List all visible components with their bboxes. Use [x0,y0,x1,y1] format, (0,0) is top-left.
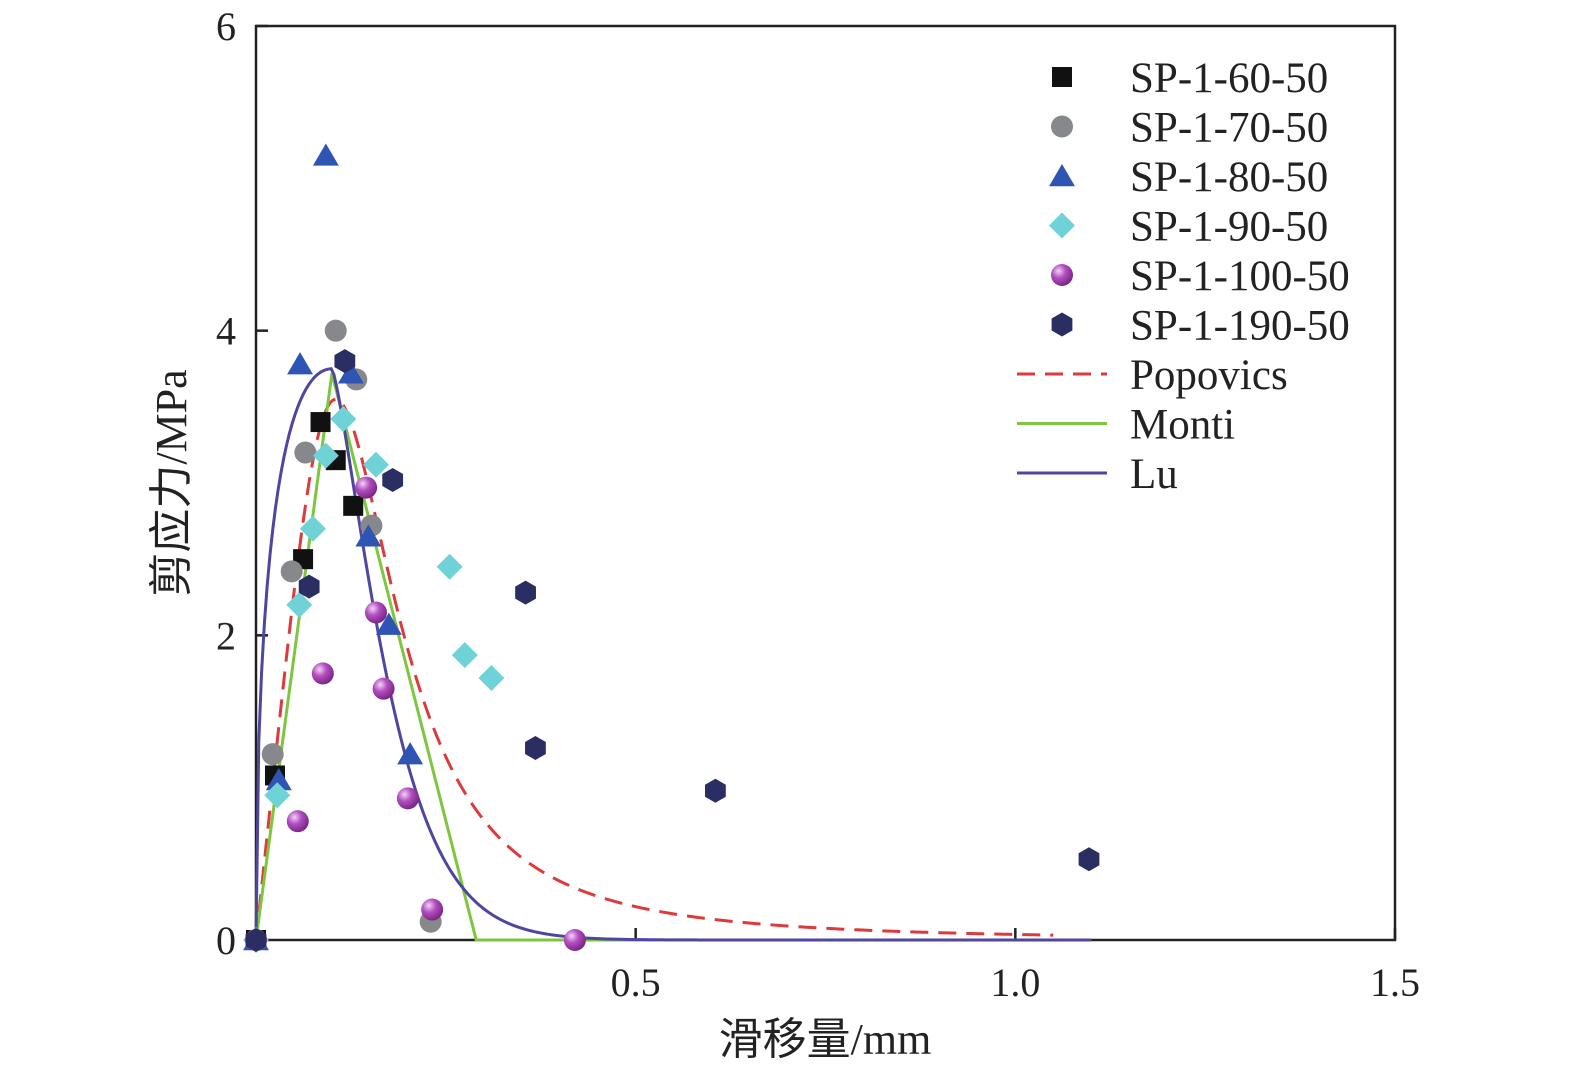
legend-label-lu: Lu [1130,451,1178,498]
legend-marker-sp-1-80-50 [1049,164,1075,187]
data-point-sp-1-70-50 [294,441,317,464]
legend-label-sp-1-60-50: SP-1-60-50 [1130,55,1328,102]
data-point-sp-1-90-50 [451,642,478,669]
data-point-sp-1-100-50 [421,898,444,921]
legend-marker-sp-1-100-50 [1051,264,1073,286]
y-axis-title: 剪应力/MPa [147,369,196,596]
data-point-sp-1-70-50 [280,560,303,583]
x-tick-label: 1.0 [990,960,1040,1005]
legend-label-monti: Monti [1130,402,1235,449]
data-point-sp-1-90-50 [299,515,326,542]
model-curves [254,367,1092,942]
legend-label-sp-1-90-50: SP-1-90-50 [1130,204,1328,251]
axis-ticks: 0.5 1.0 1.5 0 2 4 6 [216,4,1420,1005]
data-point-sp-1-60-50 [310,412,331,433]
data-point-sp-1-100-50 [372,677,395,700]
data-point-sp-1-80-50 [337,361,364,384]
data-point-sp-1-80-50 [375,612,402,635]
data-point-sp-1-190-50 [334,349,356,374]
legend-label-sp-1-70-50: SP-1-70-50 [1130,105,1328,152]
data-point-sp-1-100-50 [364,601,387,624]
legend-marker-sp-1-70-50 [1051,115,1073,138]
data-point-sp-1-190-50 [705,778,726,803]
data-point-sp-1-80-50 [265,768,292,791]
data-point-sp-1-100-50 [311,662,334,685]
data-point-sp-1-80-50 [287,352,314,375]
legend-marker-sp-1-190-50 [1051,312,1073,337]
experimental-points [243,143,1100,953]
data-point-sp-1-190-50 [1078,847,1100,872]
data-point-sp-1-90-50 [436,553,463,580]
x-axis-title: 滑移量/mm [719,1015,932,1064]
data-point-sp-1-90-50 [264,782,291,809]
data-point-sp-1-190-50 [245,928,267,952]
y-tick-label: 6 [216,4,236,49]
data-point-sp-1-80-50 [355,524,382,547]
data-point-sp-1-90-50 [362,451,389,478]
data-point-sp-1-190-50 [298,574,320,599]
legend-label-sp-1-80-50: SP-1-80-50 [1130,154,1328,201]
x-tick-label: 1.5 [1370,960,1420,1005]
legend-marker-sp-1-60-50 [1052,67,1072,87]
data-point-sp-1-60-50 [343,495,364,516]
data-point-sp-1-190-50 [515,580,536,605]
data-point-sp-1-90-50 [330,406,357,433]
y-tick-label: 4 [216,309,236,354]
data-point-sp-1-80-50 [312,143,339,166]
series-line-popovics [254,397,1054,941]
data-point-sp-1-80-50 [397,742,424,765]
legend-label-sp-1-100-50: SP-1-100-50 [1130,253,1350,300]
data-point-sp-1-190-50 [382,467,404,492]
data-point-sp-1-100-50 [396,787,419,810]
series-line-lu [254,367,1092,942]
data-point-sp-1-190-50 [525,736,546,761]
data-point-sp-1-90-50 [286,591,313,618]
legend-label-sp-1-190-50: SP-1-190-50 [1130,303,1350,350]
data-point-sp-1-100-50 [563,929,586,951]
data-point-sp-1-100-50 [286,810,309,833]
y-tick-label: 2 [216,613,236,658]
data-point-sp-1-100-50 [355,476,378,499]
legend: SP-1-60-50SP-1-70-50SP-1-80-50SP-1-90-50… [1017,55,1350,498]
x-tick-label: 0.5 [611,960,661,1005]
data-point-sp-1-70-50 [324,319,347,342]
data-point-sp-1-70-50 [261,743,284,766]
data-point-sp-1-90-50 [312,442,339,469]
legend-label-popovics: Popovics [1130,352,1288,399]
legend-marker-sp-1-90-50 [1049,212,1075,239]
data-point-sp-1-90-50 [478,664,505,691]
y-tick-label: 0 [216,918,236,963]
